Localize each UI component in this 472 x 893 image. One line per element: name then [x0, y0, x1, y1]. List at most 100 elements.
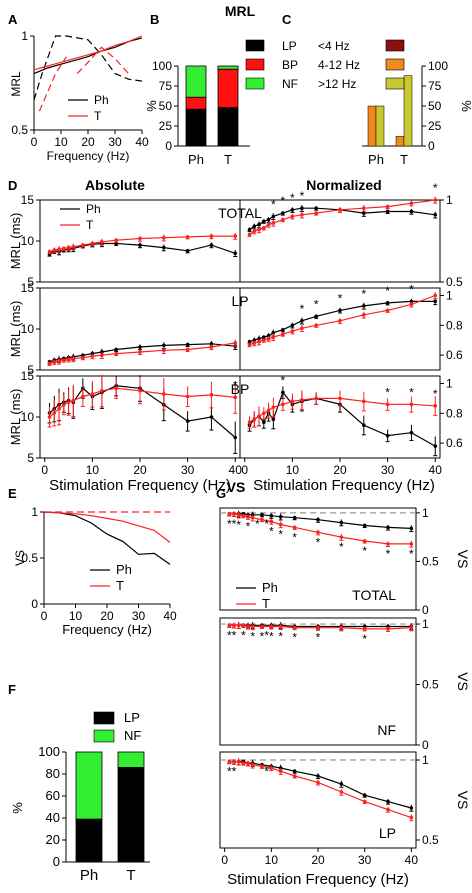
f-bar-t-nf	[117, 751, 145, 768]
d-bp-abs-point-t	[81, 394, 85, 399]
d-bp-norm-xtick-label: 0	[241, 463, 248, 477]
d-bp-abs-point-t	[71, 398, 76, 403]
g-xlabel: Stimulation Frequency (Hz)	[227, 871, 409, 888]
f-ytick-label: 0	[53, 854, 60, 869]
d-bp-abs-point-t	[100, 388, 104, 393]
c-xtick-ph: Ph	[368, 152, 384, 167]
a-xtick-label: 10	[54, 135, 68, 149]
d-total-norm-point-ph	[271, 214, 276, 219]
b-ytick-label: 0	[165, 139, 172, 153]
d-bp-norm-point-t	[257, 414, 261, 419]
d-lp-norm-point-t	[257, 339, 261, 344]
g-nf-point-t	[409, 625, 414, 630]
d-total-abs-point-ph	[185, 249, 190, 253]
g-total-significance-star: *	[386, 547, 391, 561]
b-legend-lp: LP	[282, 39, 297, 53]
d-bp-norm-point-t	[266, 408, 271, 413]
d-lp-norm-point-ph	[362, 304, 366, 308]
d-total-abs-point-ph	[233, 251, 238, 256]
d-bp-abs-point-t	[185, 394, 190, 399]
g-nf-point-t	[339, 625, 344, 630]
d-total-norm-point-t	[362, 206, 366, 210]
g-nf-point-t	[316, 625, 320, 630]
g-nf-significance-star: *	[316, 631, 321, 645]
d-lp-norm-point-t	[290, 329, 295, 334]
d-total-norm-point-ph	[262, 219, 266, 224]
g-nf-point-t	[278, 624, 283, 629]
d-lp-abs-ytick-label: 5	[27, 363, 34, 377]
f-ytick-label: 100	[38, 744, 60, 759]
d-lp-norm-point-ph	[290, 323, 295, 328]
d-total-norm-frame	[239, 199, 441, 283]
d-lp-norm-point-ph	[385, 301, 390, 305]
d-bp-norm-point-ph	[433, 444, 438, 448]
d-lp-norm-point-ph	[262, 335, 266, 340]
d-bp-norm-point-ph	[362, 423, 366, 428]
g-nf-significance-star: *	[269, 629, 274, 643]
a-xtick-label: 30	[108, 135, 122, 149]
d-lp-norm-point-ph	[433, 299, 438, 304]
g-lp-significance-star: *	[232, 765, 237, 779]
c-ytick-label: 0	[428, 139, 435, 153]
d-bp-abs-point-t	[114, 386, 118, 391]
g-lp-point-t	[232, 759, 236, 764]
d-total-norm-significance-star: *	[433, 181, 438, 195]
panel-letter-e: E	[8, 486, 17, 501]
g-total-point-ph	[260, 513, 264, 517]
g-lp-point-ph	[316, 774, 320, 778]
c-ytick-label: 50	[428, 99, 442, 113]
d-lp-abs-point-t	[209, 345, 214, 349]
c-bar-t-r4-12	[395, 136, 405, 147]
g-lp-point-ph	[409, 806, 414, 810]
b-legend-swatch-lp	[245, 39, 265, 52]
d-total-norm-point-t	[257, 227, 261, 232]
d-total-norm-series-ph-0	[249, 207, 436, 230]
g-nf-point-t	[292, 625, 297, 630]
d-bp-norm-point-t	[300, 398, 304, 402]
d-total-abs-point-ph	[138, 243, 142, 247]
g-total-point-t	[241, 513, 246, 518]
b-ytick-label: 25	[159, 119, 173, 133]
panel-letter-c: C	[282, 12, 292, 27]
d-total-abs-ytick-label: 5	[27, 275, 34, 289]
g-total-point-t	[386, 542, 390, 546]
a-series-ph-0	[33, 37, 143, 75]
d-lp-abs-point-t	[62, 358, 66, 362]
g-nf-significance-star: *	[241, 628, 246, 642]
b-bar-t-lp	[217, 107, 239, 147]
d-total-norm-point-t	[300, 212, 304, 217]
g-total-point-t	[250, 515, 255, 520]
d-lp-norm-significance-star: *	[338, 291, 343, 305]
d-bp-abs-point-t	[47, 415, 52, 419]
g-lp-xtick-label: 40	[405, 853, 419, 867]
f-xtick-t: T	[126, 867, 135, 884]
g-total-point-ph	[269, 513, 274, 518]
d-bp-abs-point-t	[62, 402, 66, 407]
d-row-label-lp: LP	[231, 293, 248, 309]
d-total-norm-point-t	[338, 208, 342, 212]
f-ytick-label: 20	[46, 832, 60, 847]
d-bp-norm-series-ph-0	[249, 391, 436, 447]
d-lp-norm-ytick-label: 0.6	[446, 348, 463, 362]
b-legend-nf: NF	[282, 77, 298, 91]
d-total-norm-point-t	[409, 201, 414, 206]
g-lp-series-ph-0	[229, 760, 412, 809]
d-total-abs-point-t	[66, 245, 71, 250]
d-lp-abs-point-ph	[138, 345, 142, 349]
g-total-significance-star: *	[409, 547, 414, 561]
g-lp-series-t-1	[229, 760, 412, 819]
d-total-norm-point-ph	[252, 224, 257, 229]
d-total-abs-point-ph	[209, 243, 214, 247]
d-lp-norm-point-t	[262, 338, 266, 342]
g-lp-point-t	[386, 807, 390, 812]
d-total-norm-point-ph	[433, 212, 438, 217]
d-lp-norm-point-t	[266, 336, 271, 341]
g-lp-xtick-label: 0	[221, 853, 228, 867]
g-total-point-t	[246, 514, 250, 519]
d-lp-abs-point-t	[90, 354, 95, 358]
g-lp-ytick-label: 1	[422, 753, 429, 767]
d-lp-abs-series-t-1	[49, 342, 236, 364]
d-bp-abs-series-ph-0	[49, 385, 236, 438]
g-total-point-ph	[409, 526, 414, 531]
